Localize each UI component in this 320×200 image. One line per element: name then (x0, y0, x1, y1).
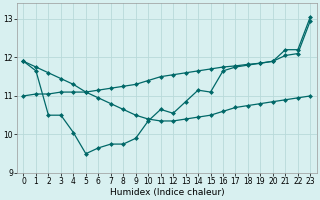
X-axis label: Humidex (Indice chaleur): Humidex (Indice chaleur) (109, 188, 224, 197)
